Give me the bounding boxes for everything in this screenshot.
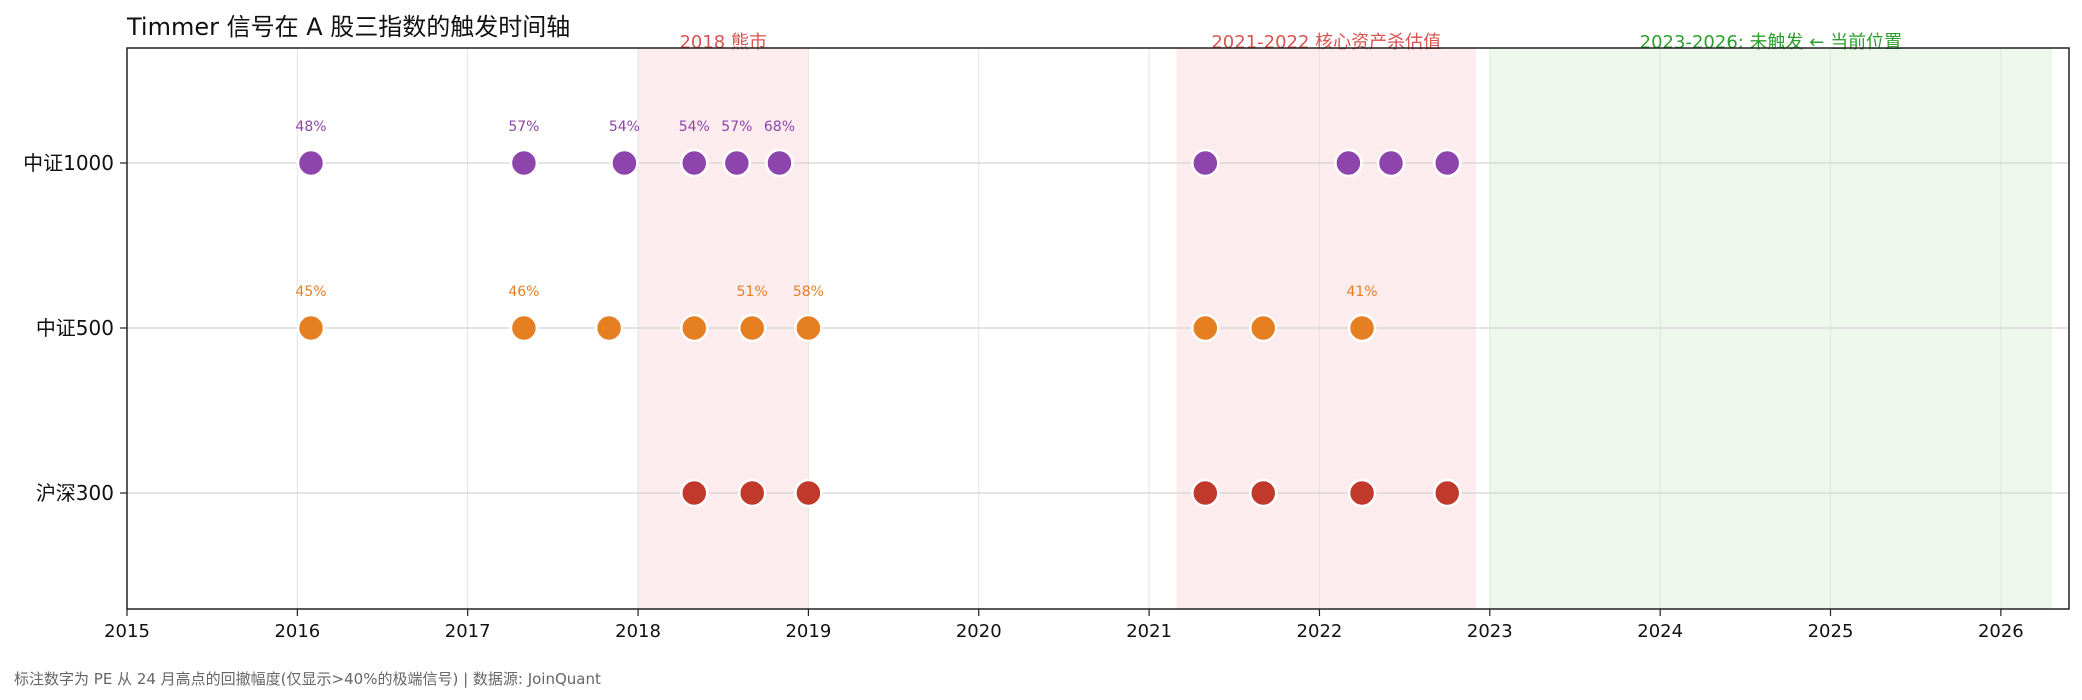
signal-point <box>680 313 709 343</box>
period-band-label: 2021-2022 核心资产杀估值 <box>1211 32 1441 53</box>
drawdown-label: 54% <box>679 119 710 135</box>
signal-point <box>509 313 539 343</box>
x-tick-label: 2016 <box>274 621 320 642</box>
signal-point <box>1248 313 1278 343</box>
signal-point <box>737 478 767 508</box>
signal-point <box>610 148 639 178</box>
x-tick-label: 2025 <box>1808 621 1854 642</box>
signal-point <box>794 313 823 343</box>
x-tick-label: 2021 <box>1126 621 1172 642</box>
signal-point <box>594 313 624 343</box>
x-tick-label: 2020 <box>956 621 1002 642</box>
period-bands: 2018 熊市 2021-2022 核心资产杀估值 2023-2026: 未触发 ←… <box>638 32 2052 609</box>
signal-point <box>1347 478 1377 508</box>
period-band-label: 2023-2026: 未触发 ← 当前位置 <box>1640 32 1902 53</box>
drawdown-label: 68% <box>764 119 795 135</box>
chart-title: Timmer 信号在 A 股三指数的触发时间轴 <box>126 13 570 41</box>
signal-point <box>737 313 767 343</box>
x-tick-label: 2017 <box>445 621 491 642</box>
signal-point <box>765 148 794 178</box>
drawdown-label: 46% <box>508 284 539 300</box>
signal-point <box>680 478 709 508</box>
drawdown-label: 54% <box>609 119 640 135</box>
x-tick-label: 2022 <box>1297 621 1343 642</box>
signal-point <box>1432 148 1462 178</box>
signal-point <box>680 148 709 178</box>
footnote: 标注数字为 PE 从 24 月高点的回撤幅度(仅显示>40%的极端信号) | 数… <box>14 670 601 688</box>
signal-point <box>296 313 326 343</box>
signal-point <box>1347 313 1377 343</box>
drawdown-label: 41% <box>1346 284 1377 300</box>
drawdown-label: 57% <box>508 119 539 135</box>
signal-points: 48% 57% 54% 54% 57% 68% 45% 46% 51% 58% 41% <box>295 119 1462 508</box>
drawdown-label: 45% <box>295 284 326 300</box>
signal-point <box>509 148 539 178</box>
axes: 2015 2016 2017 2018 2019 2020 2021 2022 2023 2024… <box>23 47 2070 642</box>
x-tick-label: 2018 <box>615 621 661 642</box>
x-tick-label: 2023 <box>1467 621 1513 642</box>
x-tick-label: 2015 <box>104 621 150 642</box>
signal-point <box>1248 478 1278 508</box>
x-tick-label: 2019 <box>785 621 831 642</box>
y-category-label: 中证500 <box>36 316 114 340</box>
signal-point <box>1191 148 1220 178</box>
signal-point <box>1191 313 1220 343</box>
signal-point <box>1334 148 1363 178</box>
drawdown-label: 58% <box>793 284 824 300</box>
y-category-label: 中证1000 <box>23 151 114 175</box>
signal-point <box>296 148 326 178</box>
signal-point <box>794 478 823 508</box>
drawdown-label: 57% <box>721 119 752 135</box>
x-tick-label: 2026 <box>1978 621 2024 642</box>
x-tick-label: 2024 <box>1637 621 1683 642</box>
drawdown-label: 48% <box>295 119 326 135</box>
signal-point <box>1432 478 1462 508</box>
y-category-label: 沪深300 <box>36 481 114 505</box>
period-band-label: 2018 熊市 <box>679 32 767 53</box>
signal-point <box>1376 148 1406 178</box>
signal-point <box>1191 478 1220 508</box>
signal-point <box>722 148 752 178</box>
drawdown-label: 51% <box>737 284 768 300</box>
